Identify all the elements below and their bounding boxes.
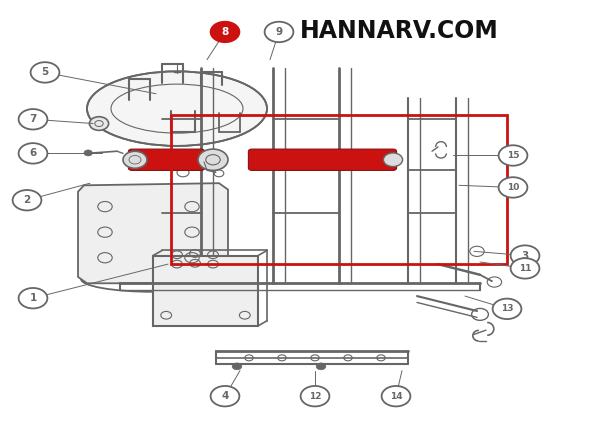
Circle shape bbox=[198, 149, 228, 170]
Text: 10: 10 bbox=[507, 183, 519, 192]
Text: 9: 9 bbox=[275, 27, 283, 37]
Text: 2: 2 bbox=[23, 195, 31, 205]
Text: 15: 15 bbox=[507, 151, 519, 160]
Circle shape bbox=[499, 177, 527, 198]
Text: 8: 8 bbox=[221, 27, 229, 37]
Circle shape bbox=[84, 150, 92, 156]
Text: 12: 12 bbox=[309, 391, 321, 401]
Bar bbox=[171, 115, 507, 264]
Circle shape bbox=[316, 363, 326, 370]
Ellipse shape bbox=[87, 71, 267, 146]
Circle shape bbox=[89, 117, 109, 130]
Text: 1: 1 bbox=[29, 293, 37, 303]
Circle shape bbox=[19, 109, 47, 130]
Circle shape bbox=[19, 143, 47, 164]
Bar bbox=[153, 256, 258, 326]
Circle shape bbox=[13, 190, 41, 210]
Circle shape bbox=[499, 145, 527, 166]
Text: HANNARV.COM: HANNARV.COM bbox=[300, 19, 499, 43]
Polygon shape bbox=[78, 183, 228, 283]
Text: 14: 14 bbox=[389, 391, 403, 401]
Text: 13: 13 bbox=[501, 304, 513, 314]
Circle shape bbox=[211, 22, 239, 42]
Circle shape bbox=[31, 62, 59, 83]
Circle shape bbox=[19, 288, 47, 308]
Circle shape bbox=[511, 245, 539, 266]
Text: 11: 11 bbox=[519, 264, 531, 273]
Text: 4: 4 bbox=[221, 391, 229, 401]
Text: 7: 7 bbox=[29, 114, 37, 124]
Circle shape bbox=[493, 299, 521, 319]
Text: 6: 6 bbox=[29, 148, 37, 158]
Circle shape bbox=[123, 151, 147, 168]
Circle shape bbox=[301, 386, 329, 406]
Text: 3: 3 bbox=[521, 250, 529, 261]
Circle shape bbox=[265, 22, 293, 42]
Circle shape bbox=[382, 386, 410, 406]
Circle shape bbox=[232, 363, 242, 370]
Text: 5: 5 bbox=[41, 67, 49, 78]
FancyBboxPatch shape bbox=[248, 149, 397, 170]
Circle shape bbox=[383, 153, 403, 167]
Circle shape bbox=[511, 258, 539, 279]
FancyBboxPatch shape bbox=[128, 149, 205, 170]
Circle shape bbox=[211, 386, 239, 406]
